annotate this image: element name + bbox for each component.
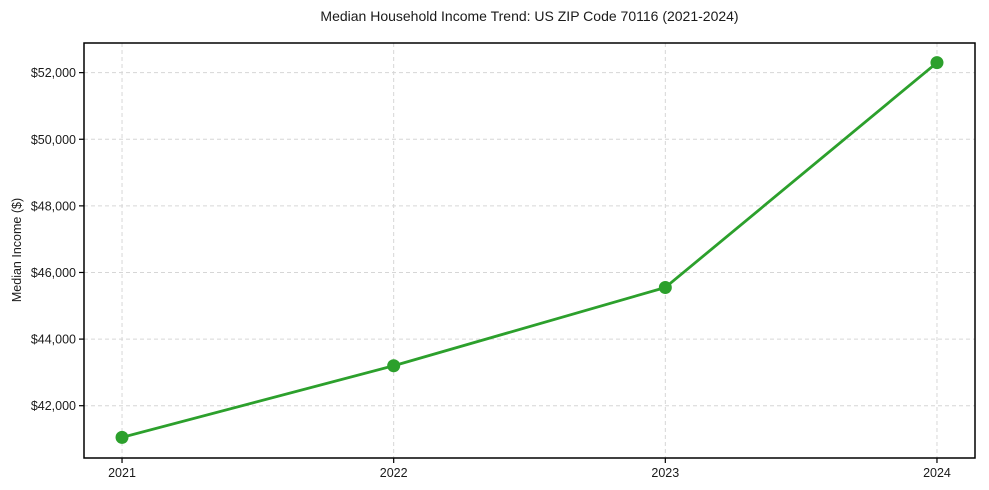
plot-border	[83, 42, 976, 459]
data-point-2024	[930, 56, 944, 70]
y-tick-label: $48,000	[31, 199, 76, 213]
y-tick-label: $50,000	[31, 133, 76, 147]
data-point-2023	[658, 280, 672, 294]
data-point-2021	[115, 430, 129, 444]
y-tick-label: $46,000	[31, 266, 76, 280]
y-tick-label: $52,000	[31, 66, 76, 80]
x-tick-label: 2021	[108, 466, 136, 480]
x-tick-label: 2024	[923, 466, 951, 480]
x-tick-label: 2023	[651, 466, 679, 480]
x-tick-label: 2022	[380, 466, 408, 480]
data-point-2022	[387, 359, 401, 373]
y-tick-label: $42,000	[31, 399, 76, 413]
trend-line	[120, 61, 939, 439]
y-tick-label: $44,000	[31, 333, 76, 347]
chart-title: Median Household Income Trend: US ZIP Co…	[320, 8, 739, 24]
